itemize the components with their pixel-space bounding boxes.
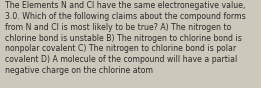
Text: The Elements N and Cl have the same electronegative value,
3.0. Which of the fol: The Elements N and Cl have the same elec… bbox=[5, 1, 245, 75]
